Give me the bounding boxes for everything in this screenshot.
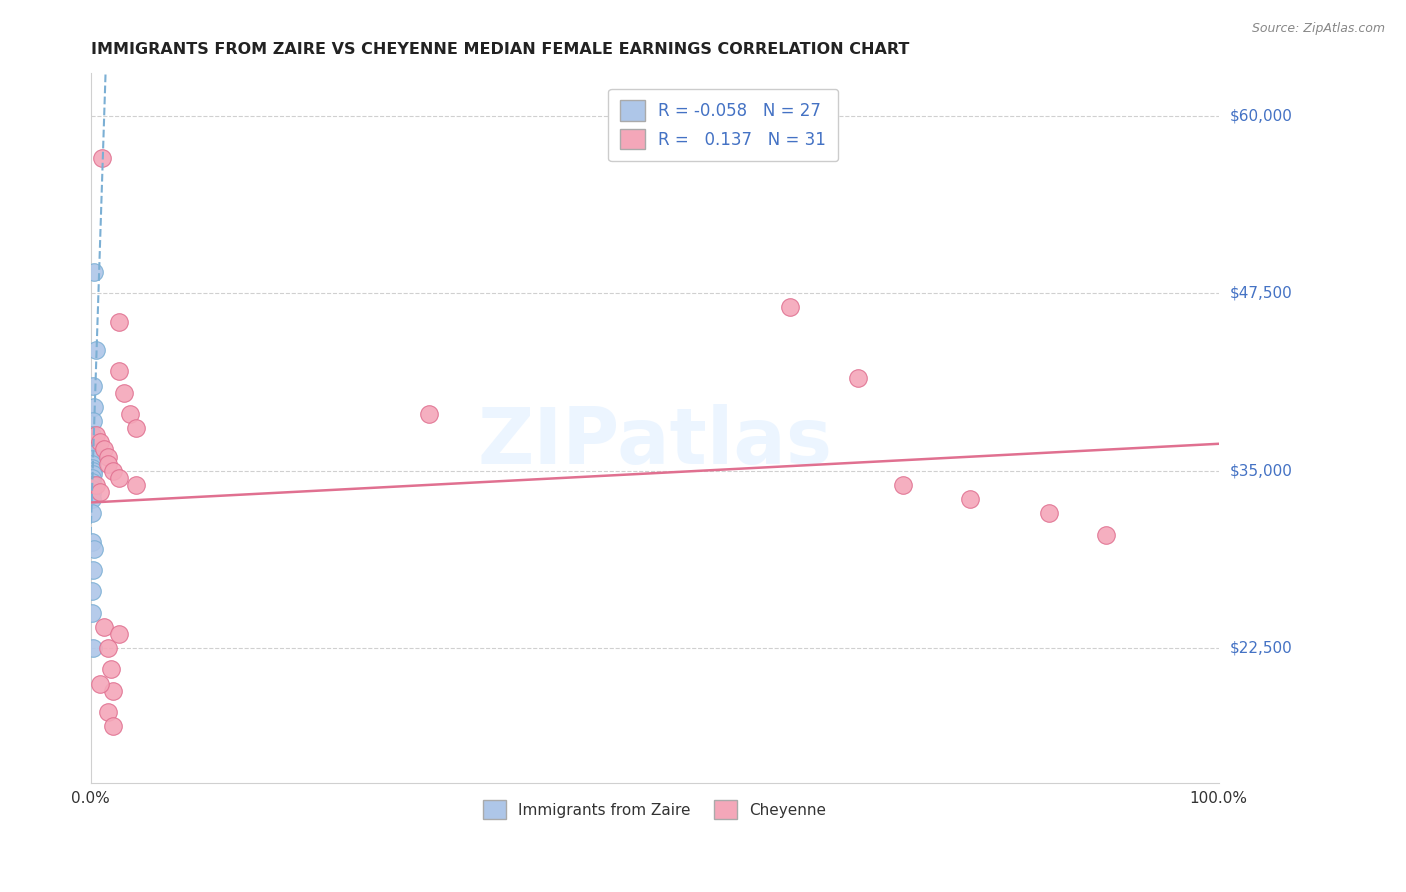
Point xyxy=(80,534,103,549)
Point xyxy=(80,471,103,485)
Point xyxy=(80,486,103,500)
Text: $22,500: $22,500 xyxy=(1230,640,1292,656)
Point xyxy=(101,464,124,478)
Point xyxy=(80,478,103,492)
Point xyxy=(101,719,124,733)
Point xyxy=(80,442,103,457)
Point xyxy=(779,301,801,315)
Point xyxy=(84,428,107,442)
Point xyxy=(846,371,869,385)
Point xyxy=(96,641,118,656)
Point xyxy=(101,683,124,698)
Point xyxy=(80,584,103,599)
Text: IMMIGRANTS FROM ZAIRE VS CHEYENNE MEDIAN FEMALE EARNINGS CORRELATION CHART: IMMIGRANTS FROM ZAIRE VS CHEYENNE MEDIAN… xyxy=(90,42,910,57)
Point xyxy=(80,452,103,467)
Point xyxy=(1094,527,1116,541)
Point xyxy=(93,620,115,634)
Point xyxy=(80,492,103,507)
Point xyxy=(82,563,104,577)
Point xyxy=(83,265,105,279)
Legend: Immigrants from Zaire, Cheyenne: Immigrants from Zaire, Cheyenne xyxy=(477,794,832,825)
Point xyxy=(108,364,131,378)
Point xyxy=(89,435,111,450)
Point xyxy=(93,442,115,457)
Point xyxy=(82,447,104,461)
Point xyxy=(80,506,103,520)
Point xyxy=(80,457,103,471)
Point xyxy=(96,705,118,719)
Point xyxy=(80,435,103,450)
Point xyxy=(80,606,103,620)
Point xyxy=(959,492,981,507)
Point xyxy=(100,663,122,677)
Point xyxy=(83,541,105,556)
Point xyxy=(80,475,103,489)
Point xyxy=(108,471,131,485)
Point xyxy=(82,641,104,656)
Point xyxy=(125,478,148,492)
Point xyxy=(84,478,107,492)
Point xyxy=(82,464,104,478)
Point xyxy=(120,407,142,421)
Text: $60,000: $60,000 xyxy=(1230,108,1292,123)
Point xyxy=(891,478,914,492)
Point xyxy=(114,385,136,400)
Point xyxy=(90,152,112,166)
Point xyxy=(89,485,111,500)
Point xyxy=(80,461,103,475)
Point xyxy=(83,400,105,414)
Point xyxy=(84,343,107,357)
Point xyxy=(96,457,118,471)
Text: $35,000: $35,000 xyxy=(1230,463,1292,478)
Point xyxy=(125,421,148,435)
Point xyxy=(82,414,104,428)
Text: ZIPatlas: ZIPatlas xyxy=(477,404,832,480)
Point xyxy=(108,315,131,329)
Point xyxy=(418,407,440,421)
Point xyxy=(96,450,118,464)
Text: Source: ZipAtlas.com: Source: ZipAtlas.com xyxy=(1251,22,1385,36)
Point xyxy=(89,676,111,690)
Text: $47,500: $47,500 xyxy=(1230,285,1292,301)
Point xyxy=(108,627,131,641)
Point xyxy=(80,428,103,442)
Point xyxy=(1038,506,1060,520)
Point xyxy=(82,378,104,392)
Point xyxy=(80,482,103,496)
Point xyxy=(82,467,104,481)
